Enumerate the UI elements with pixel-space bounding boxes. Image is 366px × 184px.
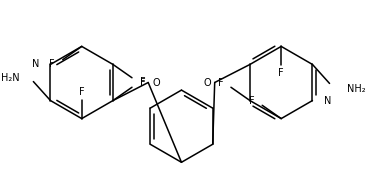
Text: H₂N: H₂N: [1, 73, 20, 83]
Text: F: F: [79, 87, 85, 97]
Text: F: F: [139, 77, 145, 86]
Text: F: F: [139, 78, 145, 89]
Text: F: F: [49, 59, 55, 68]
Text: F: F: [249, 96, 255, 107]
Text: N: N: [324, 95, 331, 106]
Text: O: O: [203, 77, 211, 88]
Text: N: N: [32, 59, 39, 69]
Text: F: F: [218, 78, 223, 89]
Text: F: F: [279, 68, 284, 78]
Text: NH₂: NH₂: [347, 84, 365, 94]
Text: O: O: [152, 77, 160, 88]
